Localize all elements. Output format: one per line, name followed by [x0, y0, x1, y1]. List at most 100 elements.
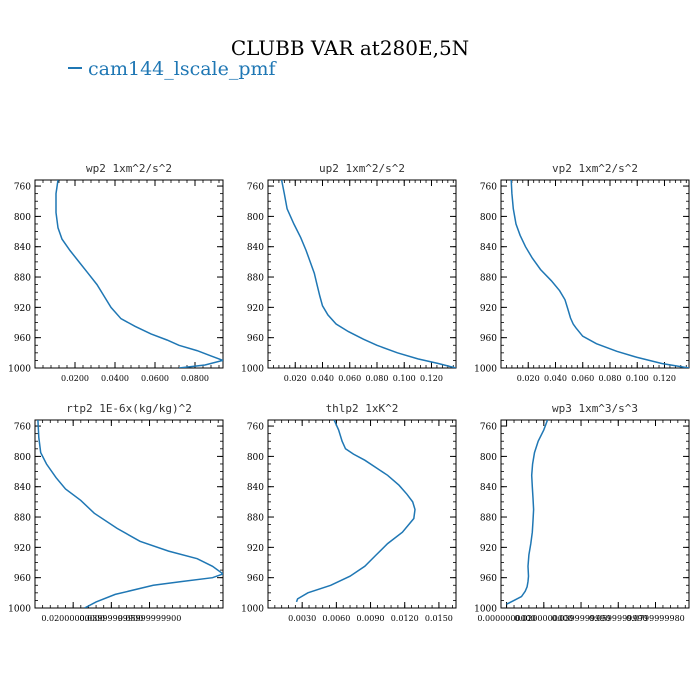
x-tick-label: 0.0600: [141, 374, 169, 383]
y-tick-label: 920: [14, 304, 31, 314]
x-tick-label: 0.0030: [288, 614, 316, 623]
plot-frame: [500, 419, 690, 609]
panel-4: rtp2 1E-6x(kg/kg)^2 760 800 840 880 920 960 100…: [8, 402, 224, 623]
panel-title: wp2 1xm^2/s^2: [86, 162, 172, 175]
x-tick-label: 0.120: [653, 374, 676, 383]
x-tick-label: 0.0200: [61, 374, 89, 383]
x-tick-label: 0.020: [284, 374, 307, 383]
panel-3: vp2 1xm^2/s^2 760 800 840 880 920 960 1000 0.020…: [474, 162, 690, 383]
panel-title: vp2 1xm^2/s^2: [552, 162, 638, 175]
y-tick-label: 800: [480, 453, 497, 463]
legend: cam144_lscale_pmf: [68, 58, 276, 80]
x-tick-label: 0.080: [366, 374, 389, 383]
y-tick-label: 840: [14, 483, 31, 493]
y-tick-label: 1000: [241, 605, 264, 615]
y-tick-label: 760: [14, 183, 31, 193]
plot-frame: [500, 179, 690, 369]
y-tick-label: 800: [247, 453, 264, 463]
y-tick-label: 760: [14, 423, 31, 433]
y-tick-label: 840: [480, 243, 497, 253]
y-tick-label: 760: [247, 423, 264, 433]
x-tick-label: 0.0599999990: [589, 614, 648, 623]
series-line: [37, 420, 223, 608]
y-tick-label: 1000: [474, 365, 497, 375]
panel-2: up2 1xm^2/s^2 760 800 840 880 920 960 1000 0.020…: [241, 162, 457, 383]
y-tick-label: 920: [480, 304, 497, 314]
series-line: [55, 180, 223, 368]
y-tick-label: 920: [480, 544, 497, 554]
panel-title: thlp2 1xK^2: [326, 402, 399, 415]
figure-title: CLUBB VAR at280E,5N: [230, 36, 470, 60]
y-tick-label: 960: [247, 574, 264, 584]
panel-5: thlp2 1xK^2 760 800 840 880 920 960 1000 0.0030 0…: [241, 402, 457, 623]
y-tick-label: 1000: [8, 605, 31, 615]
y-tick-label: 920: [14, 544, 31, 554]
x-tick-label: 0.0090: [357, 614, 385, 623]
y-tick-label: 1000: [8, 365, 31, 375]
x-tick-label: 0.05999999900: [118, 614, 182, 623]
y-tick-label: 800: [247, 213, 264, 223]
x-tick-label: 0.0200000000: [515, 614, 574, 623]
series-line: [510, 180, 689, 368]
x-tick-label: 0.100: [626, 374, 649, 383]
x-tick-label: 0.0800: [181, 374, 209, 383]
panel-title: up2 1xm^2/s^2: [319, 162, 405, 175]
x-tick-label: 0.040: [544, 374, 567, 383]
y-tick-label: 960: [14, 334, 31, 344]
plot-frame: [267, 179, 457, 369]
x-tick-label: 0.0060: [322, 614, 350, 623]
y-tick-label: 960: [14, 574, 31, 584]
y-tick-label: 1000: [474, 605, 497, 615]
y-tick-label: 840: [247, 483, 264, 493]
x-tick-label: 0.020: [517, 374, 540, 383]
y-tick-label: 880: [247, 514, 264, 524]
x-tick-label: 0.120: [420, 374, 443, 383]
x-tick-label: 0.0399999990: [552, 614, 611, 623]
panel-title: rtp2 1E-6x(kg/kg)^2: [66, 402, 192, 415]
plot-frame: [267, 419, 457, 609]
legend-label: cam144_lscale_pmf: [88, 58, 276, 80]
plot-frame: [34, 179, 224, 369]
y-tick-label: 960: [480, 574, 497, 584]
y-tick-label: 760: [480, 423, 497, 433]
x-tick-label: 0.0120: [391, 614, 419, 623]
y-tick-label: 800: [14, 453, 31, 463]
y-tick-label: 840: [247, 243, 264, 253]
y-tick-label: 960: [480, 334, 497, 344]
x-tick-label: 0.060: [571, 374, 594, 383]
y-tick-label: 800: [480, 213, 497, 223]
x-tick-label: 0.02000000000: [41, 614, 105, 623]
x-tick-label: 0.080: [599, 374, 622, 383]
y-tick-label: 920: [247, 304, 264, 314]
x-tick-label: 0.060: [338, 374, 361, 383]
y-tick-label: 960: [247, 334, 264, 344]
series-line: [280, 180, 456, 368]
series-line: [295, 420, 416, 603]
x-tick-label: 0.03999999900: [80, 614, 144, 623]
x-tick-label: 0.0000000000: [477, 614, 536, 623]
y-tick-label: 920: [247, 544, 264, 554]
y-tick-label: 880: [247, 274, 264, 284]
y-tick-label: 800: [14, 213, 31, 223]
y-tick-label: 840: [480, 483, 497, 493]
y-tick-label: 880: [14, 514, 31, 524]
y-tick-label: 760: [480, 183, 497, 193]
y-tick-label: 880: [14, 274, 31, 284]
y-tick-label: 760: [247, 183, 264, 193]
x-tick-label: 0.0400: [101, 374, 129, 383]
series-line: [506, 420, 549, 605]
panel-1: wp2 1xm^2/s^2 760 800 840 880 920 960 1000 0.020…: [8, 162, 224, 383]
panel-6: wp3 1xm^3/s^3 760 800 840 880 920 960 10000.000…: [474, 402, 690, 623]
y-tick-label: 840: [14, 243, 31, 253]
y-tick-label: 880: [480, 514, 497, 524]
legend-line-swatch: [68, 67, 82, 69]
y-tick-label: 1000: [241, 365, 264, 375]
x-tick-label: 0.040: [311, 374, 334, 383]
plot-frame: [34, 419, 224, 609]
x-tick-label: 0.0799999980: [626, 614, 685, 623]
y-tick-label: 880: [480, 274, 497, 284]
x-tick-label: 0.100: [393, 374, 416, 383]
x-tick-label: 0.0150: [425, 614, 453, 623]
panel-title: wp3 1xm^3/s^3: [552, 402, 638, 415]
